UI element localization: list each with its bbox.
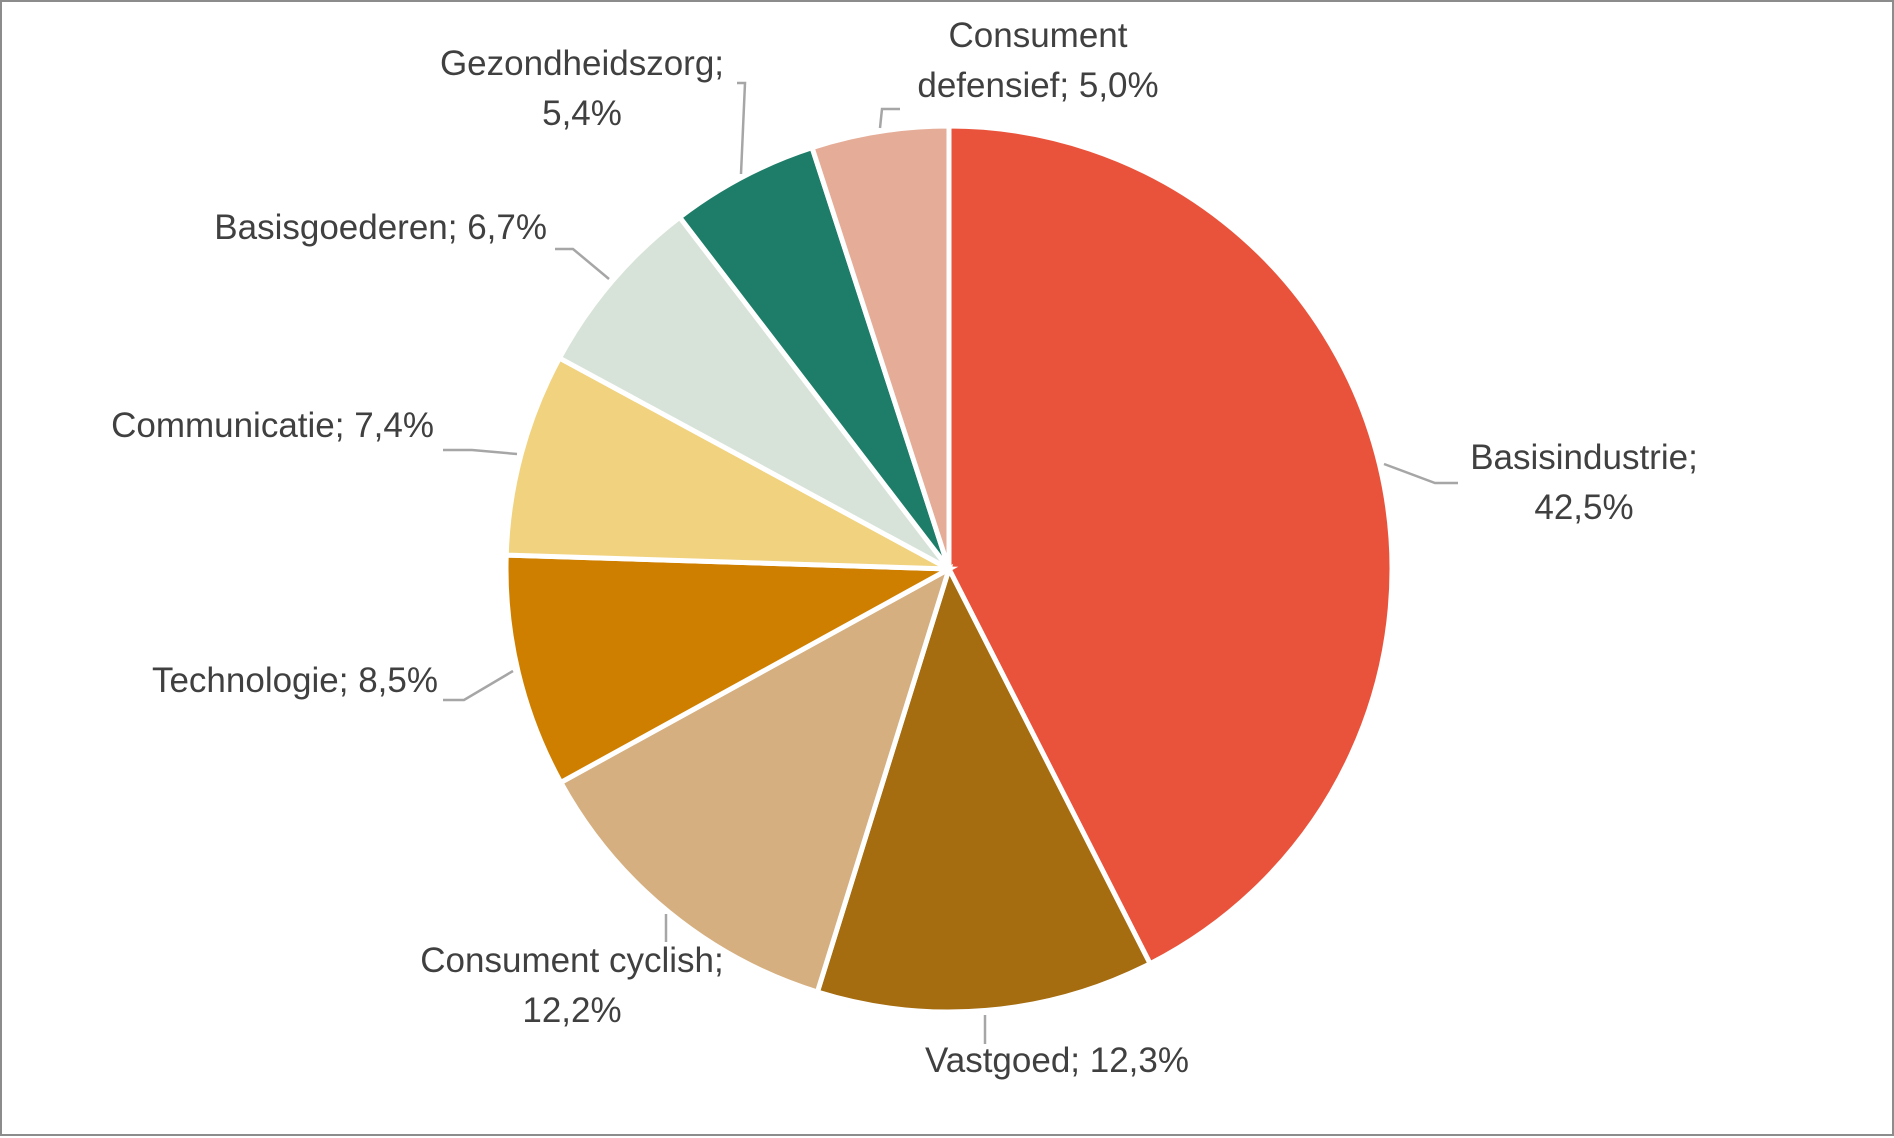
slice-label-line: defensief; 5,0% [917, 66, 1158, 105]
slice-label-communicatie: Communicatie; 7,4% [111, 406, 434, 445]
slice-label-gezondheidszorg: Gezondheidszorg; 5,4% [440, 44, 724, 133]
slice-label-line: Basisgoederen; 6,7% [214, 208, 547, 247]
pie-slice-vastgoed [814, 562, 1154, 1015]
slice-label-line: Vastgoed; 12,3% [925, 1041, 1189, 1080]
slice-label-vastgoed: Vastgoed; 12,3% [925, 1041, 1189, 1080]
slice-label-basisindustrie: Basisindustrie; 42,5% [1470, 438, 1698, 527]
slice-label-line: Communicatie; 7,4% [111, 406, 434, 445]
leader-lines [443, 81, 1458, 1044]
pie-slice-gezondheidszorg [676, 144, 952, 571]
leader-line-basisindustrie [1383, 462, 1458, 485]
slice-label-line: Consument [949, 16, 1128, 55]
pie-slice-consument-cyclish [557, 563, 954, 996]
leader-line-communicatie [443, 448, 518, 456]
slice-label-line: 42,5% [1534, 488, 1633, 527]
pie-slices [503, 123, 1395, 1015]
pie-slice-basisgoederen [556, 213, 951, 572]
leader-line-technologie [443, 669, 514, 702]
slice-labels: Basisindustrie; 42,5% Vastgoed; 12,3% Consu… [111, 16, 1698, 1080]
leader-line-gezondheidszorg [737, 81, 747, 175]
slice-label-line: Basisindustrie; [1470, 438, 1698, 477]
slice-label-consument-cyclish: Consument cyclish; 12,2% [420, 941, 723, 1030]
slice-label-technologie: Technologie; 8,5% [152, 661, 438, 700]
leader-line-basisgoederen [555, 247, 610, 280]
slice-label-line: Technologie; 8,5% [152, 661, 438, 700]
slice-label-line: Consument cyclish; [420, 941, 723, 980]
leader-line-consument-defensief [878, 107, 900, 129]
slice-label-basisgoederen: Basisgoederen; 6,7% [214, 208, 547, 247]
pie-slice-communicatie [503, 354, 951, 572]
slice-label-line: 5,4% [542, 94, 622, 133]
slice-label-consument-defensief: Consument defensief; 5,0% [917, 16, 1158, 105]
pie-slice-technologie [503, 552, 959, 786]
slice-label-line: 12,2% [522, 991, 621, 1030]
pie-slice-consument-defensief [808, 123, 952, 570]
slice-label-line: Gezondheidszorg; [440, 44, 724, 83]
pie-slice-basisindustrie [946, 123, 1395, 968]
